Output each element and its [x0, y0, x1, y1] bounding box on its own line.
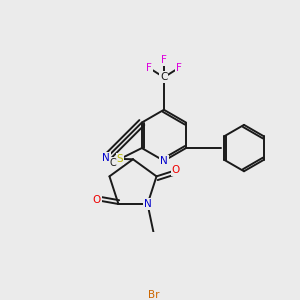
Text: O: O — [172, 165, 180, 175]
Text: C: C — [110, 158, 116, 168]
Text: F: F — [146, 63, 152, 73]
Text: F: F — [161, 55, 167, 65]
Text: Br: Br — [148, 290, 160, 300]
Text: F: F — [176, 63, 182, 73]
Text: N: N — [144, 199, 152, 209]
Text: O: O — [93, 195, 101, 205]
Text: S: S — [117, 154, 124, 164]
Text: N: N — [102, 153, 110, 163]
Text: N: N — [160, 156, 168, 166]
Text: C: C — [160, 72, 168, 82]
